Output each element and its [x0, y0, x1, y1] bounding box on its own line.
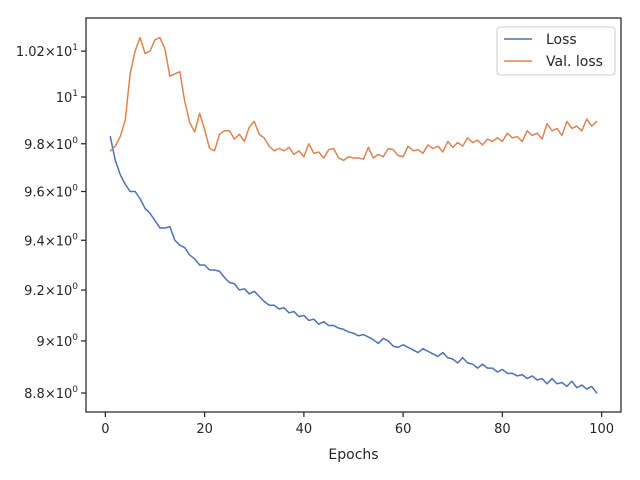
y-tick-label: 9.8×100 [24, 136, 78, 153]
x-axis-label: Epochs [328, 447, 378, 463]
legend-label: Val. loss [546, 54, 603, 70]
x-axis: 0 20 40 60 80 100 [101, 412, 614, 437]
x-tick-label: 20 [196, 422, 213, 437]
y-axis: 8.8×100 9×100 9.2×100 9.4×100 9.6×100 9.8×100… [16, 43, 86, 402]
series-line-loss [109, 135, 598, 394]
y-tick-label: 9×100 [37, 333, 79, 350]
y-tick-label: 9.6×100 [24, 184, 78, 201]
y-tick-label: 9.2×100 [24, 282, 78, 299]
legend-label: Loss [546, 32, 577, 48]
x-tick-label: 40 [296, 422, 313, 437]
y-tick-label: 101 [56, 89, 78, 106]
plot-frame [85, 17, 622, 413]
x-tick-label: 100 [589, 422, 614, 437]
y-tick-label: 9.4×100 [24, 232, 78, 249]
y-tick-label: 1.02×101 [16, 43, 78, 60]
x-tick-label: 80 [494, 422, 511, 437]
x-tick-label: 0 [101, 422, 109, 437]
series-layer [109, 36, 598, 394]
y-tick-label: 8.8×100 [24, 385, 78, 402]
series-line-val-loss [109, 36, 598, 162]
legend: Loss Val. loss [496, 26, 616, 76]
x-tick-label: 60 [395, 422, 412, 437]
